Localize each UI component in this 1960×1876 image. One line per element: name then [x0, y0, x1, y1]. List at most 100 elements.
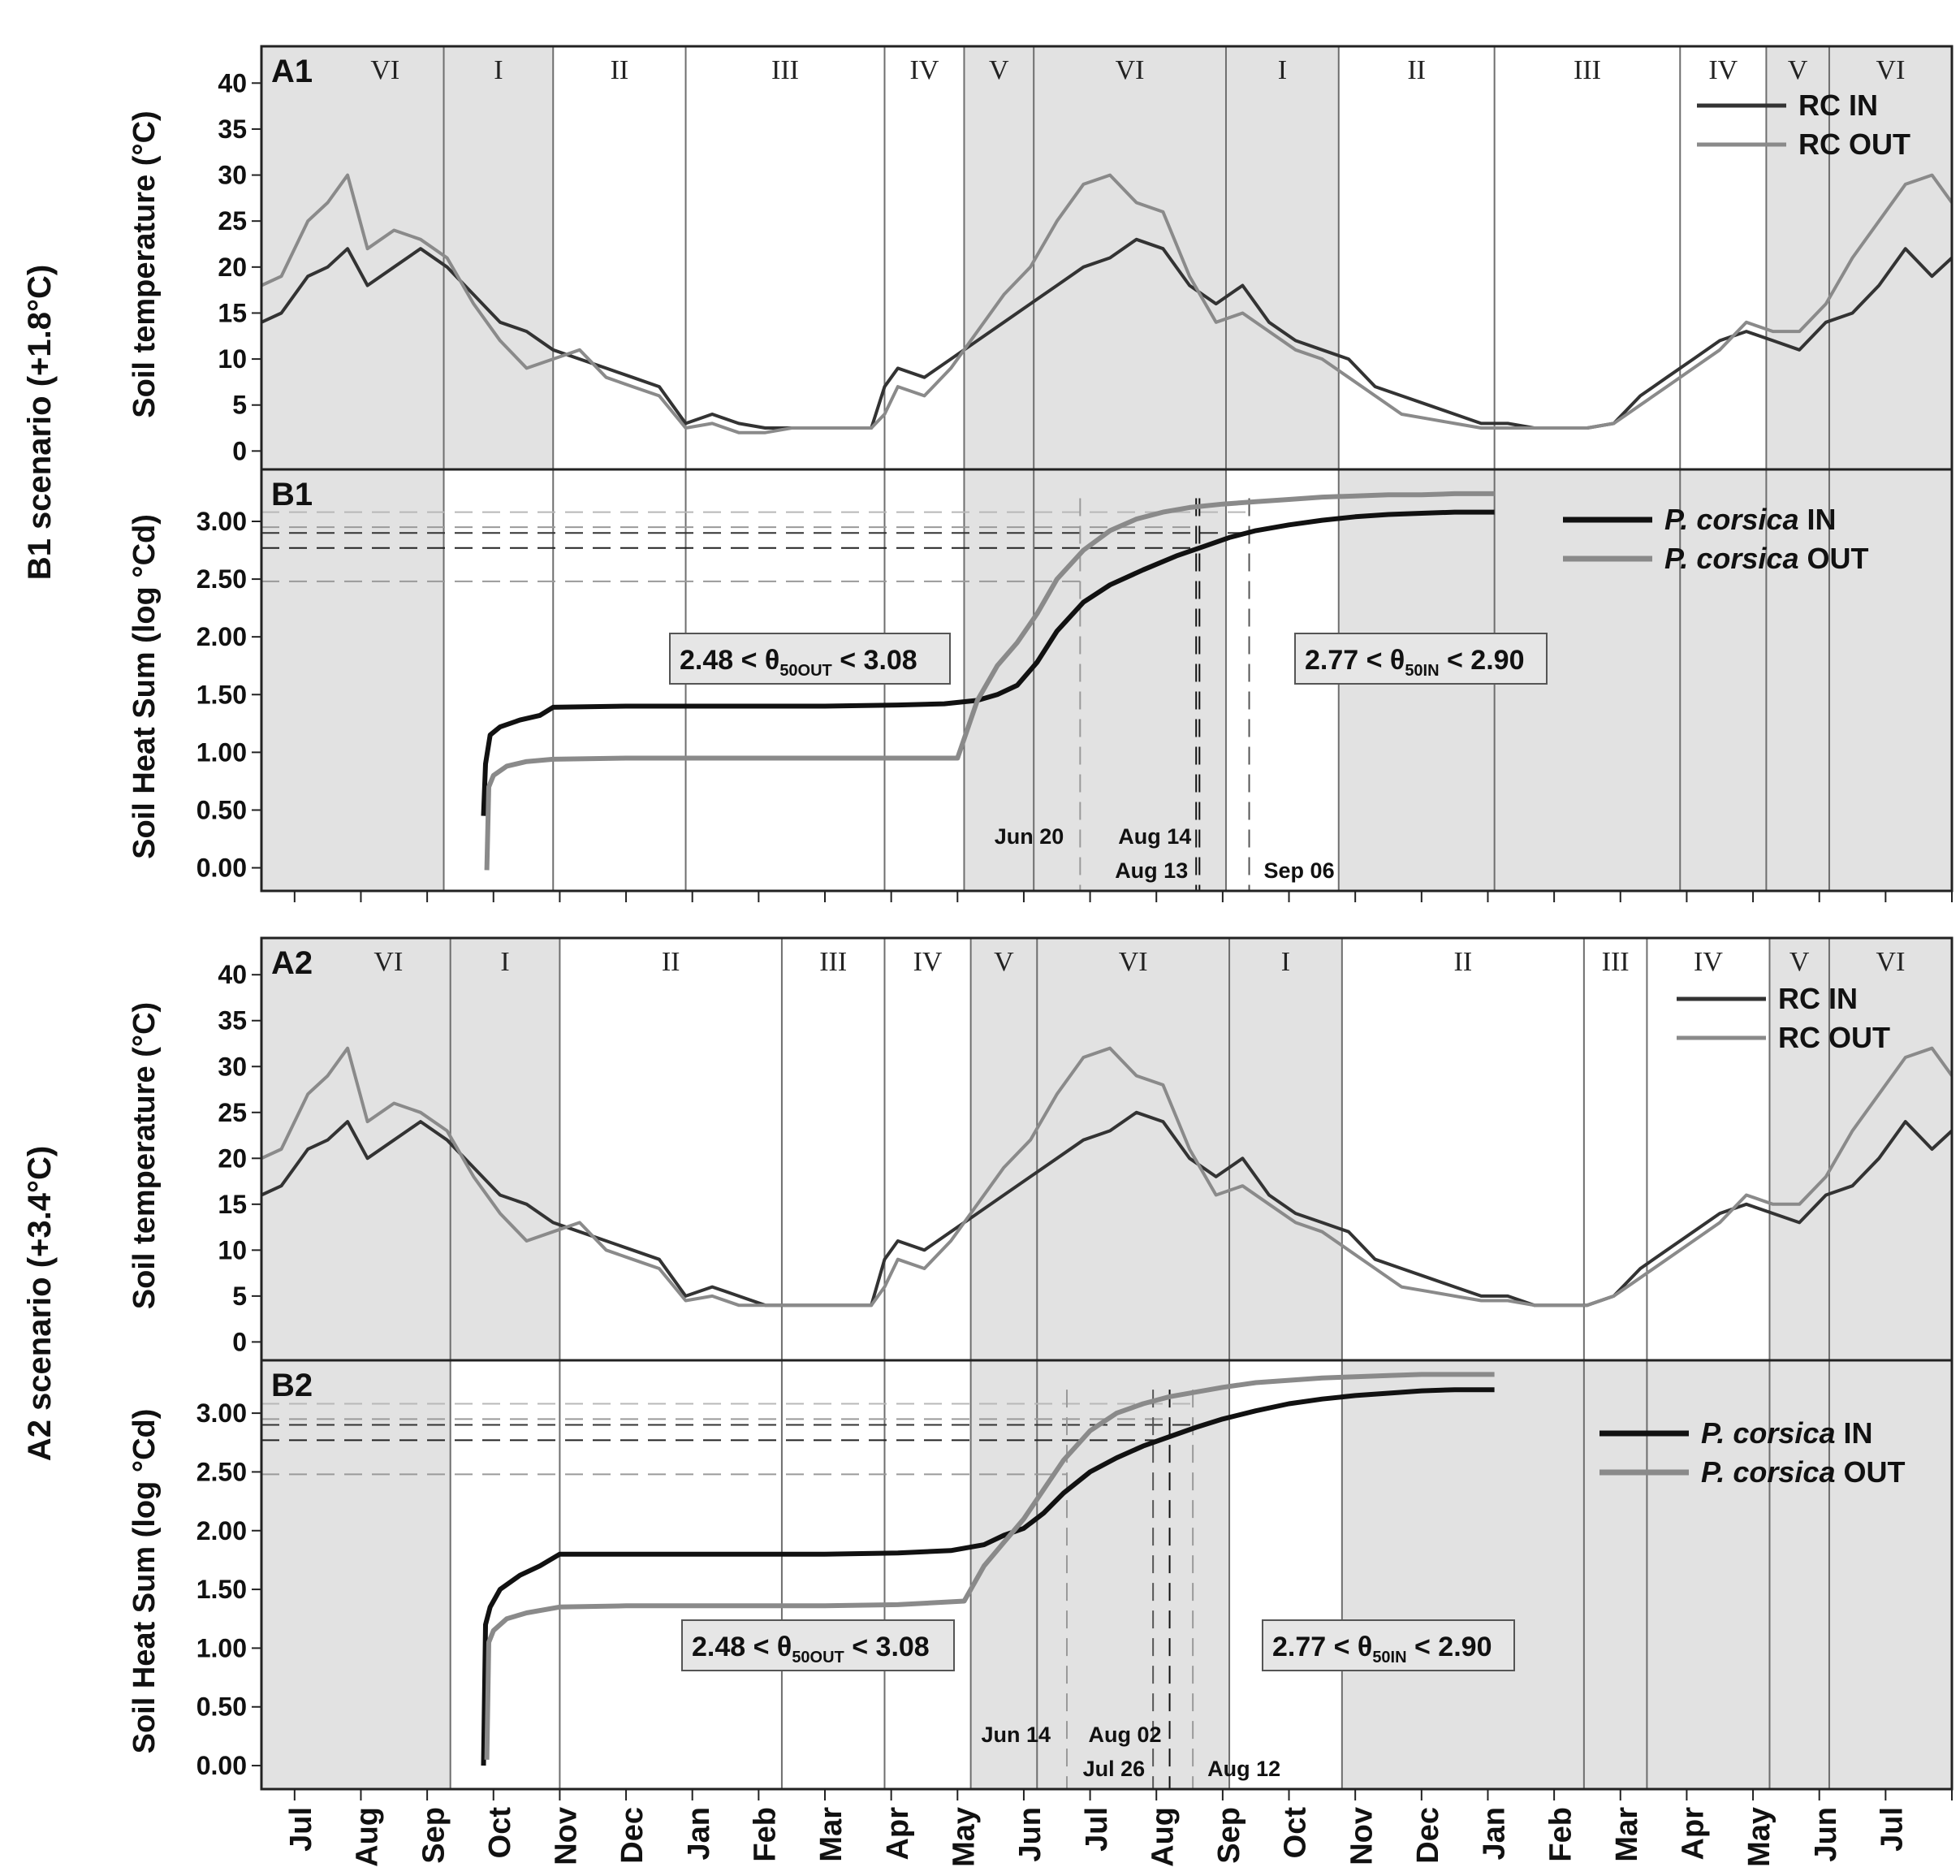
- phase-shade: [450, 938, 560, 1360]
- month-label: Feb: [749, 1807, 783, 1862]
- phase-label: I: [500, 947, 509, 977]
- phase-label: III: [1602, 947, 1630, 977]
- y-tick-label: 0.00: [196, 1751, 247, 1780]
- y-axis-label: Soil temperature (°C): [127, 1002, 162, 1309]
- panel-a1: VI I II III IV V VI I II III IV V VI0510152025303540…: [127, 45, 1954, 471]
- date-marker-label: Jun 20: [995, 824, 1064, 849]
- legend-label: P. corsica OUT: [1701, 1455, 1905, 1489]
- phase-label: VI: [1876, 947, 1906, 977]
- legend-label: RC IN: [1798, 89, 1878, 122]
- y-tick-label: 0: [232, 436, 247, 465]
- y-tick-label: 1.50: [196, 680, 247, 709]
- threshold-box-text: 2.77 < θ50IN < 2.90: [1272, 1632, 1492, 1666]
- phase-shade: [261, 938, 451, 1360]
- month-label: Apr: [1677, 1807, 1711, 1861]
- phase-shade: [261, 1360, 451, 1789]
- date-marker-label: Aug 13: [1115, 858, 1188, 883]
- month-label: Sep: [1212, 1807, 1246, 1864]
- month-label: Apr: [881, 1807, 915, 1861]
- date-marker-label: Sep 06: [1264, 858, 1335, 883]
- y-tick-label: 10: [218, 344, 247, 374]
- phase-shade: [261, 469, 444, 891]
- series-line: [484, 1372, 1495, 1760]
- y-tick-label: 35: [218, 115, 247, 144]
- month-label: Jan: [682, 1807, 716, 1860]
- series-line: [261, 1110, 1954, 1308]
- month-label: Jul: [1080, 1807, 1114, 1852]
- month-label: Aug: [1146, 1807, 1180, 1867]
- y-tick-label: 5: [232, 1282, 247, 1311]
- panel-label: B2: [271, 1368, 313, 1403]
- month-axis: Jul Aug Sep Oct Nov Dec Jan Feb Mar Apr May Jun Jul A…: [284, 891, 1953, 1867]
- phase-shade: [964, 46, 1034, 469]
- y-tick-label: 1.00: [196, 1633, 247, 1662]
- month-label: Oct: [483, 1807, 517, 1859]
- phase-label: VI: [373, 947, 403, 977]
- panel-frame: [260, 468, 1954, 893]
- month-label: Nov: [1345, 1807, 1379, 1865]
- legend-label: P. corsica IN: [1701, 1416, 1872, 1450]
- series-line: [481, 509, 1495, 816]
- month-label: Feb: [1543, 1807, 1578, 1862]
- phase-label: II: [611, 55, 629, 85]
- month-label: Sep: [417, 1807, 451, 1864]
- phase-label: VI: [1119, 947, 1148, 977]
- month-label: Oct: [1279, 1807, 1313, 1859]
- phase-label: V: [1788, 55, 1808, 85]
- panel-frame: [260, 1359, 1954, 1791]
- phase-label: II: [1407, 55, 1426, 85]
- phase-shade: [970, 938, 1038, 1360]
- y-tick-label: 0.00: [196, 854, 247, 883]
- legend-label: RC OUT: [1798, 128, 1910, 161]
- phase-label: II: [662, 947, 680, 977]
- panel-b1: Jun 20 Aug 14 Aug 13 Sep 06 2.48 < θ50OUT < …: [127, 468, 1954, 893]
- phase-label: IV: [910, 55, 939, 85]
- phase-shade: [1828, 46, 1952, 469]
- y-tick-label: 3.00: [196, 1398, 247, 1428]
- y-tick-label: 25: [218, 1098, 247, 1127]
- month-label: Nov: [550, 1807, 584, 1865]
- y-tick-label: 15: [218, 298, 247, 327]
- y-tick-label: 35: [218, 1006, 247, 1035]
- date-marker-label: Jun 14: [981, 1723, 1051, 1747]
- panel-b2: Jun 14 Aug 02 Jul 26 Aug 12 2.48 < θ50OUT < …: [127, 1359, 1954, 1791]
- y-tick-label: 10: [218, 1235, 247, 1264]
- month-label: Jun: [1013, 1807, 1047, 1862]
- phase-label: III: [819, 947, 847, 977]
- y-tick-label: 0: [232, 1327, 247, 1356]
- phase-label: V: [1789, 947, 1810, 977]
- y-tick-label: 0.50: [196, 1692, 247, 1722]
- date-marker-label: Aug 02: [1089, 1723, 1162, 1747]
- phase-label: II: [1454, 947, 1473, 977]
- threshold-box-text: 2.48 < θ50OUT < 3.08: [680, 645, 917, 680]
- legend-label: RC IN: [1778, 982, 1858, 1015]
- phase-label: III: [1574, 55, 1601, 85]
- month-label: Jan: [1478, 1807, 1512, 1860]
- threshold-box: [1294, 633, 1548, 685]
- y-tick-label: 1.50: [196, 1575, 247, 1604]
- month-label: Mar: [814, 1807, 848, 1862]
- threshold-box-text: 2.48 < θ50OUT < 3.08: [692, 1632, 930, 1666]
- side-label-a2-scenario: A2 scenario (+3.4°C): [22, 1146, 58, 1461]
- side-label-b1-scenario: B1 scenario (+1.8°C): [22, 265, 58, 580]
- legend-label: RC OUT: [1778, 1021, 1890, 1054]
- series-line: [261, 237, 1954, 430]
- phase-label: VI: [1116, 55, 1145, 85]
- panel-label: B1: [271, 477, 313, 512]
- month-label: May: [1742, 1807, 1777, 1867]
- phase-label: VI: [370, 55, 399, 85]
- series-line: [484, 491, 1495, 871]
- threshold-box: [681, 1619, 955, 1671]
- legend-label: P. corsica IN: [1664, 503, 1836, 536]
- phase-shade: [1766, 46, 1829, 469]
- y-tick-label: 2.50: [196, 1457, 247, 1486]
- y-tick-label: 25: [218, 206, 247, 236]
- y-tick-label: 1.00: [196, 737, 247, 767]
- y-tick-label: 2.50: [196, 564, 247, 594]
- month-label: Dec: [615, 1807, 650, 1864]
- month-label: May: [947, 1807, 981, 1867]
- month-label: Aug: [351, 1807, 385, 1867]
- month-label: Jul: [1876, 1807, 1910, 1852]
- y-tick-label: 2.00: [196, 1516, 247, 1545]
- phase-label: V: [994, 947, 1014, 977]
